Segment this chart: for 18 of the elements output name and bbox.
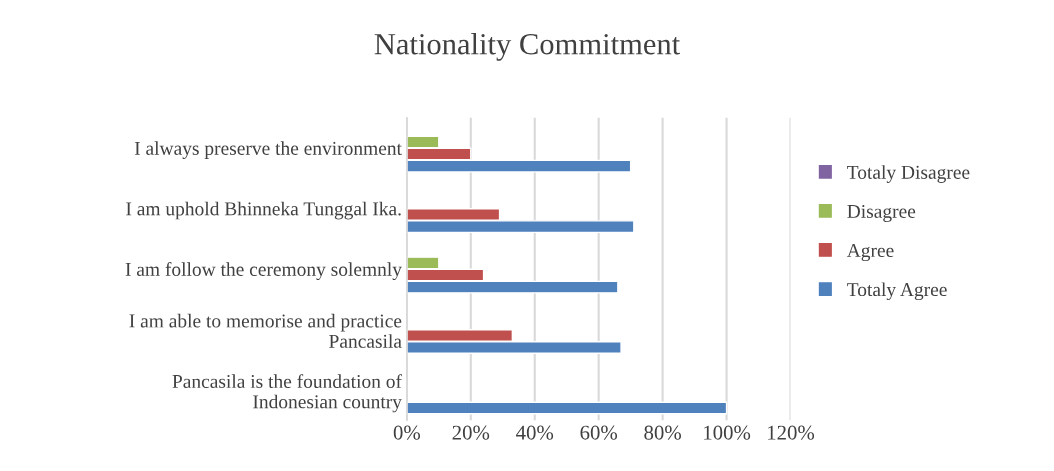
y-tick-label: I am able to memorise and practice Pancasila [129,313,402,348]
legend-label: Disagree [847,204,916,222]
legend-label: Totaly Agree [847,282,947,301]
y-tick-label: I am uphold Bhinneka Tunggal Ika. [126,201,401,220]
x-tick-label: 100% [704,425,751,440]
x-tick-label: 0% [393,425,421,440]
x-tick-label: 80% [644,425,681,440]
x-tick-label: 120% [768,425,815,440]
legend-label: Totaly Disagree [847,165,970,183]
legend-label: Agree [846,244,894,262]
x-tick-label: 60% [580,425,618,440]
y-tick-label: Pancasila is the foundation of Indonesian country [172,374,402,413]
bar [406,401,728,415]
y-tick-label: I am follow the ceremony solemnly [125,262,402,280]
x-tick-label: 40% [516,425,554,440]
chart-title: Nationality Commitment [374,32,681,61]
y-tick-label: I always preserve the environment [134,141,402,159]
x-tick-label: 20% [452,425,490,440]
